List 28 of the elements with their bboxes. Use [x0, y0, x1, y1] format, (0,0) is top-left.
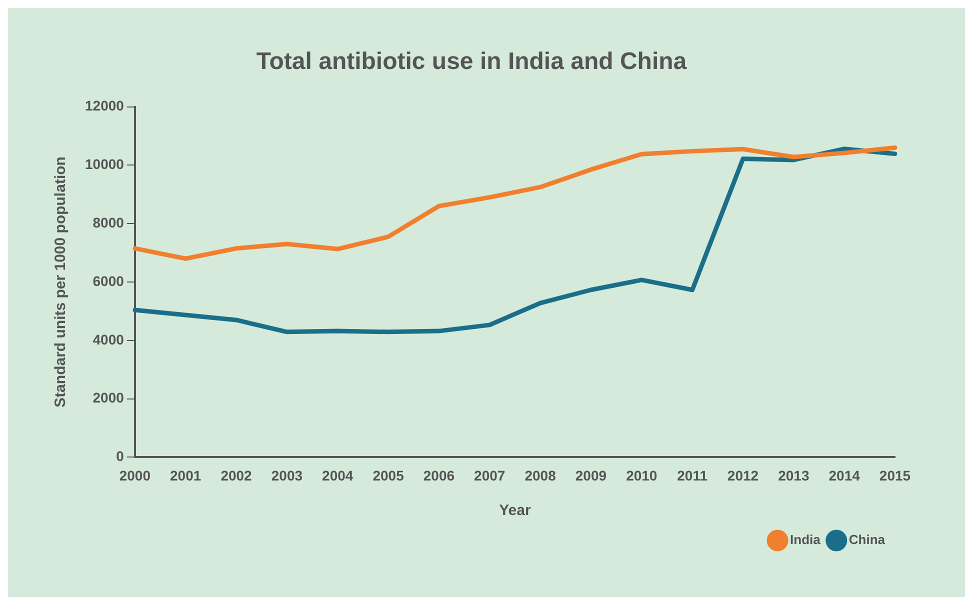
x-tick-label: 2004 — [322, 467, 354, 484]
y-tick-label: 8000 — [92, 214, 124, 230]
y-tick-label: 12000 — [84, 98, 124, 114]
x-tick-label: 2000 — [119, 467, 151, 484]
x-tick-label: 2001 — [170, 467, 202, 484]
legend-label: China — [848, 532, 886, 548]
y-tick-label: 0 — [116, 448, 124, 464]
x-tick-label: 2014 — [828, 467, 860, 484]
x-tick-label: 2015 — [879, 467, 911, 484]
x-axis-title: Year — [499, 502, 531, 520]
y-tick-label: 2000 — [92, 390, 124, 406]
y-tick-label: 4000 — [92, 331, 124, 348]
x-tick-label: 2012 — [727, 467, 759, 484]
x-tick-label: 2008 — [524, 467, 556, 484]
y-tick-label: 6000 — [92, 272, 124, 289]
x-tick-label: 2007 — [474, 467, 506, 484]
x-tick-label: 2003 — [271, 467, 303, 484]
x-tick-label: 2006 — [423, 467, 455, 484]
x-tick-label: 2009 — [575, 467, 607, 484]
x-tick-label: 2005 — [372, 467, 404, 484]
y-axis-title: Standard units per 1000 population — [52, 156, 70, 408]
legend-label: India — [790, 532, 822, 548]
x-tick-label: 2002 — [220, 467, 252, 484]
chart-title: Total antibiotic use in India and China — [256, 48, 688, 76]
x-tick-label: 2013 — [778, 467, 810, 484]
x-tick-label: 2011 — [677, 467, 708, 484]
y-tick-label: 10000 — [84, 156, 124, 172]
x-tick-label: 2010 — [626, 467, 658, 484]
